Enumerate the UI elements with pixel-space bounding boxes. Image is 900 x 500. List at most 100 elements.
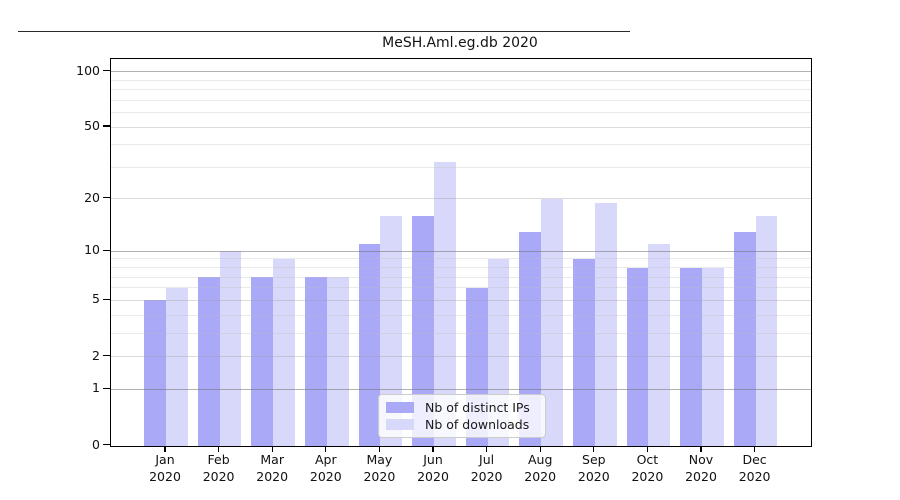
x-tick-month: Oct bbox=[636, 452, 659, 467]
top-rule-line bbox=[18, 31, 630, 32]
x-tick-year: 2020 bbox=[149, 468, 181, 484]
x-tick-label: Sep 2020 bbox=[564, 452, 624, 485]
legend-entry: Nb of downloads bbox=[386, 416, 538, 433]
y-tick-mark bbox=[103, 249, 110, 251]
x-tick-label: Aug 2020 bbox=[510, 452, 570, 485]
x-tick-mark bbox=[218, 445, 220, 452]
x-tick-year: 2020 bbox=[524, 468, 557, 484]
bar-downloads bbox=[380, 216, 403, 446]
x-tick-month: Feb bbox=[207, 452, 230, 467]
minor-gridline bbox=[111, 332, 811, 334]
minor-gridline bbox=[111, 99, 811, 101]
x-tick-year: 2020 bbox=[202, 468, 235, 484]
plot-area: Nb of distinct IPs Nb of downloads bbox=[110, 58, 812, 447]
x-tick-year: 2020 bbox=[470, 468, 503, 484]
bar-distinct-ips bbox=[519, 231, 542, 446]
x-tick-year: 2020 bbox=[738, 468, 771, 484]
bar-downloads bbox=[273, 259, 295, 446]
x-tick-year: 2020 bbox=[631, 468, 664, 484]
bar-downloads bbox=[648, 244, 671, 446]
x-tick-label: May 2020 bbox=[349, 452, 409, 485]
minor-gridline bbox=[111, 144, 811, 146]
bar-distinct-ips bbox=[573, 259, 595, 446]
x-tick-label: Apr 2020 bbox=[296, 452, 356, 485]
bar-downloads bbox=[434, 162, 456, 446]
legend-entry: Nb of distinct IPs bbox=[386, 399, 538, 416]
bar-distinct-ips bbox=[251, 277, 274, 446]
x-tick-month: Jun bbox=[423, 452, 443, 467]
y-tick-mark bbox=[103, 354, 110, 357]
gridlines-layer bbox=[111, 59, 811, 446]
bar-downloads bbox=[166, 287, 188, 446]
minor-gridline bbox=[111, 276, 811, 278]
x-tick-mark bbox=[700, 445, 702, 452]
bar-downloads bbox=[702, 267, 724, 446]
minor-gridline bbox=[111, 314, 811, 316]
minor-gridline bbox=[111, 79, 811, 81]
bar-distinct-ips bbox=[733, 231, 756, 446]
bar-downloads bbox=[541, 198, 563, 446]
y-tick-label: 5 bbox=[92, 291, 100, 307]
minor-gridline bbox=[111, 267, 811, 269]
x-tick-label: Oct 2020 bbox=[617, 452, 677, 485]
x-tick-month: Nov bbox=[688, 452, 714, 467]
x-tick-month: Aug bbox=[527, 452, 553, 467]
x-tick-label: Jan 2020 bbox=[135, 452, 195, 485]
x-tick-mark bbox=[378, 445, 380, 452]
x-tick-month: Apr bbox=[314, 452, 337, 467]
y-tick-label: 50 bbox=[84, 118, 100, 134]
minor-gridline bbox=[111, 287, 811, 289]
x-tick-month: May bbox=[366, 452, 393, 467]
bar-downloads bbox=[594, 202, 617, 446]
bar-distinct-ips bbox=[197, 277, 220, 446]
y-tick-mark bbox=[103, 298, 110, 300]
x-tick-year: 2020 bbox=[577, 468, 610, 484]
major-gridline bbox=[111, 71, 811, 73]
labeled-minor-gridline bbox=[111, 198, 811, 200]
x-tick-label: Nov 2020 bbox=[671, 452, 731, 485]
bar-downloads bbox=[219, 251, 242, 446]
major-gridline bbox=[111, 388, 811, 390]
x-tick-mark bbox=[164, 445, 166, 452]
y-tick-mark bbox=[103, 125, 110, 127]
bar-distinct-ips bbox=[626, 267, 649, 446]
y-tick-label: 10 bbox=[84, 242, 100, 258]
labeled-minor-gridline bbox=[111, 299, 811, 301]
y-tick-label: 1 bbox=[92, 380, 100, 396]
bar-distinct-ips bbox=[412, 216, 434, 446]
bar-downloads bbox=[326, 277, 349, 446]
minor-gridline bbox=[111, 89, 811, 91]
x-tick-year: 2020 bbox=[685, 468, 717, 484]
minor-gridline bbox=[111, 166, 811, 168]
x-tick-month: Dec bbox=[742, 452, 767, 467]
bar-distinct-ips bbox=[305, 277, 327, 446]
legend: Nb of distinct IPs Nb of downloads bbox=[378, 394, 546, 438]
minor-gridline bbox=[111, 112, 811, 114]
y-tick-mark bbox=[103, 197, 110, 199]
y-tick-label: 2 bbox=[92, 347, 100, 363]
x-tick-label: Feb 2020 bbox=[189, 452, 249, 485]
x-tick-month: Jul bbox=[479, 452, 495, 467]
x-tick-year: 2020 bbox=[363, 468, 396, 484]
x-tick-mark bbox=[486, 445, 488, 452]
x-tick-mark bbox=[593, 445, 595, 452]
legend-swatch bbox=[386, 402, 414, 413]
x-tick-month: Jan bbox=[155, 452, 175, 467]
x-tick-year: 2020 bbox=[256, 468, 289, 484]
x-tick-label: Dec 2020 bbox=[725, 452, 785, 485]
bar-distinct-ips bbox=[680, 267, 702, 446]
x-tick-month: Sep bbox=[582, 452, 606, 467]
x-tick-label: Jul 2020 bbox=[457, 452, 517, 485]
x-tick-label: Mar 2020 bbox=[242, 452, 302, 485]
bar-downloads bbox=[755, 216, 778, 446]
y-tick-mark bbox=[103, 70, 110, 72]
y-tick-mark bbox=[103, 387, 110, 389]
x-tick-mark bbox=[539, 445, 541, 452]
y-tick-label: 20 bbox=[84, 189, 100, 205]
x-tick-mark bbox=[754, 445, 756, 452]
x-tick-mark bbox=[325, 445, 327, 452]
bar-distinct-ips bbox=[144, 300, 166, 446]
major-gridline bbox=[111, 250, 811, 252]
y-tick-mark bbox=[103, 443, 110, 446]
